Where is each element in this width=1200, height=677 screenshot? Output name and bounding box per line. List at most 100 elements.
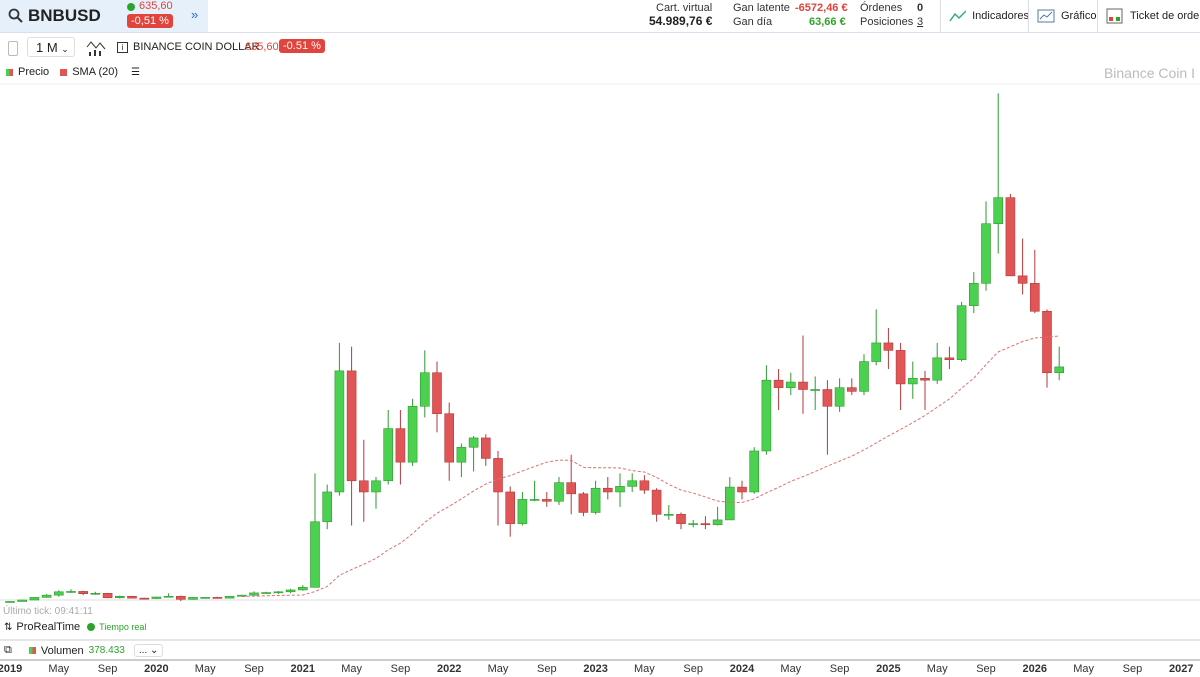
chart-type-icon[interactable] [86, 39, 106, 57]
candle-body [151, 596, 162, 599]
candle-body [1054, 366, 1064, 374]
candle-body [529, 499, 540, 501]
candle-body [627, 480, 638, 487]
icon [1037, 9, 1055, 23]
latent-value: -6572,46 € [795, 2, 848, 14]
realtime: Tiempo real [99, 622, 147, 632]
orders-label: Órdenes [860, 2, 903, 14]
candle-body [17, 599, 28, 602]
cart-label: Cart. virtual [656, 2, 713, 14]
candle-body [334, 370, 345, 493]
candle-body [761, 379, 772, 452]
candle-body [200, 597, 210, 599]
candle-body [176, 595, 186, 600]
candle-body [188, 597, 198, 600]
x-tick-label: Sep [537, 663, 557, 675]
candle-body [29, 597, 40, 601]
candle-body [90, 592, 101, 595]
candle-body [883, 342, 894, 351]
x-tick-label: Sep [391, 663, 411, 675]
x-tick-label: May [634, 663, 655, 675]
candle-body [1030, 283, 1040, 312]
candle-body [371, 480, 381, 493]
icon [949, 10, 967, 22]
candle-body [444, 413, 455, 463]
candle-body [968, 283, 979, 306]
cart-value: 54.989,76 € [649, 14, 713, 28]
candle-body [651, 489, 662, 515]
candle-body [712, 519, 723, 526]
search-icon[interactable] [8, 8, 23, 23]
x-tick-label: Sep [244, 663, 264, 675]
period-select[interactable]: 1 M ⌄ [27, 37, 75, 57]
expand[interactable]: » [191, 7, 199, 22]
window-icon[interactable]: ⧉ [4, 644, 12, 656]
status-dot [87, 623, 96, 631]
candle-body [993, 197, 1004, 225]
candle-body [773, 379, 784, 388]
candle-body [907, 378, 918, 385]
candle-body [395, 428, 406, 463]
provider-row: ⇅ ProRealTime Tiempo real [4, 621, 147, 633]
x-tick-label: Sep [830, 663, 850, 675]
header: BNBUSD 635,60 -0,51 % » Cart. virtual 54… [0, 0, 1200, 33]
x-tick-label: 2021 [291, 663, 315, 675]
button-label: Indicadores [972, 10, 1029, 22]
candle-body [517, 499, 528, 524]
status-dot [127, 3, 135, 11]
symbol-box[interactable]: BNBUSD 635,60 -0,51 % » [0, 0, 208, 32]
info-icon[interactable]: i [117, 42, 128, 53]
x-tick-label: May [927, 663, 948, 675]
price: 635,60 [139, 0, 173, 12]
candle-body [273, 591, 284, 594]
x-tick-label: May [48, 663, 69, 675]
candle-body [66, 591, 76, 593]
candle-body [358, 480, 369, 493]
candle-body [432, 372, 442, 415]
indicators-button[interactable]: Indicadores [940, 0, 1029, 32]
legend-price[interactable]: Precio [18, 66, 50, 78]
candle-body [871, 342, 882, 362]
period: 1 M [36, 40, 58, 55]
candle-body [956, 305, 967, 360]
toolbar-price: 635,60 [245, 41, 279, 53]
candle-body [102, 592, 113, 599]
x-tick-label: May [341, 663, 362, 675]
button-label: Ticket de orden [1130, 10, 1200, 22]
candle-body [615, 486, 625, 493]
toolbar: 1 M ⌄ i BINANCE COIN DOLLAR 635,60 -0.51… [0, 36, 1200, 60]
list-icon[interactable]: ☰ [131, 66, 141, 78]
order-ticket-button[interactable]: Ticket de orden [1097, 0, 1200, 32]
candle-body [456, 446, 467, 463]
candle-body [859, 361, 869, 392]
volume-label[interactable]: Volumen [40, 644, 84, 657]
candle-body [383, 428, 394, 482]
candle-body [53, 591, 64, 596]
handle[interactable] [8, 41, 18, 56]
candle-body [676, 514, 686, 524]
x-tick-label: 2025 [876, 663, 900, 675]
more-button[interactable]: ... ⌄ [133, 644, 164, 657]
day-value: 63,66 € [809, 16, 846, 28]
x-tick-label: 2022 [437, 663, 461, 675]
candle-body [1017, 275, 1028, 284]
watermark: Binance Coin I [1104, 65, 1195, 81]
legend-sma[interactable]: SMA (20) [72, 66, 119, 78]
symbol: BNBUSD [28, 6, 101, 25]
candle-body [41, 594, 52, 598]
orders-value[interactable]: 0 [917, 2, 924, 14]
candle-body [920, 378, 930, 381]
legend-swatch [60, 68, 68, 76]
chart-button[interactable]: Gráfico [1028, 0, 1098, 32]
candle-body [285, 589, 296, 593]
day-label: Gan día [733, 16, 773, 28]
candle-body [590, 487, 601, 513]
candle-body [749, 450, 760, 493]
sma-line [241, 335, 1060, 598]
candle-body [981, 223, 991, 284]
x-tick-label: Sep [683, 663, 703, 675]
candle-body [5, 601, 15, 603]
positions-value[interactable]: 3 [917, 16, 924, 28]
